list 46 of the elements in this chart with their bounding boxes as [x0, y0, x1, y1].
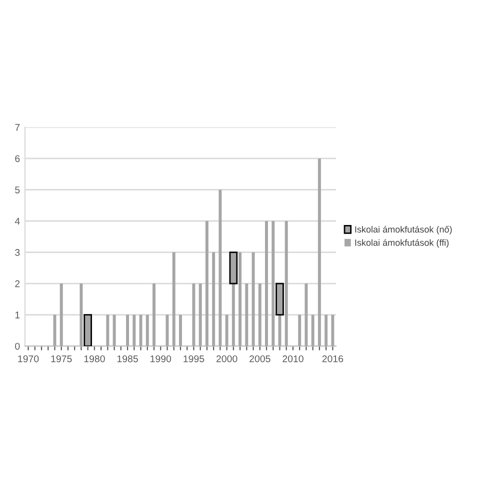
y-tick-label: 4: [14, 218, 20, 225]
x-tick-label: 1970: [18, 355, 39, 362]
x-tick-label: 1975: [51, 355, 72, 362]
bar: [218, 190, 222, 346]
bar: [258, 284, 262, 346]
bar: [112, 314, 116, 346]
bar: [298, 314, 302, 346]
x-tick-label: 1980: [84, 355, 105, 362]
bar: [146, 314, 149, 346]
bar: [172, 252, 176, 346]
x-tick-label: 1990: [150, 355, 172, 362]
bar: [311, 314, 314, 346]
bar: [205, 221, 208, 346]
y-tick-label: 2: [15, 280, 20, 288]
bar: [324, 314, 328, 346]
y-tick-label: 6: [15, 155, 20, 162]
x-tick-label: 2010: [282, 355, 304, 362]
y-tick-label: 1: [15, 312, 20, 318]
bar: [265, 221, 268, 346]
bar: [212, 252, 216, 346]
x-tick-label: 2000: [216, 355, 238, 362]
y-tick-label: 3: [15, 249, 20, 256]
legend-label: Iskolai ámokfutások (nő): [355, 226, 452, 234]
bar: [331, 314, 334, 346]
bar: [132, 314, 136, 346]
x-tick-label: 1995: [184, 355, 204, 362]
x-tick-label: 1985: [117, 355, 138, 362]
bar: [252, 252, 255, 346]
x-tick-label: 2016: [322, 355, 344, 362]
bar: [139, 314, 142, 346]
bar: [60, 284, 63, 346]
bar: [178, 314, 182, 346]
legend-label: Iskolai ámokfutások (ffi): [355, 239, 449, 248]
y-tick-label: 5: [15, 186, 20, 194]
bar: [106, 314, 110, 346]
bar: [126, 314, 130, 346]
bar: [198, 284, 202, 346]
bar: [318, 158, 321, 346]
bar: [245, 284, 248, 346]
bar: [192, 284, 196, 346]
bar: [152, 284, 156, 346]
bar: [304, 284, 308, 346]
y-tick-label: 0: [15, 342, 20, 350]
x-tick-label: 2005: [250, 355, 270, 362]
bar: [225, 314, 228, 346]
y-tick-label: 7: [15, 124, 20, 131]
